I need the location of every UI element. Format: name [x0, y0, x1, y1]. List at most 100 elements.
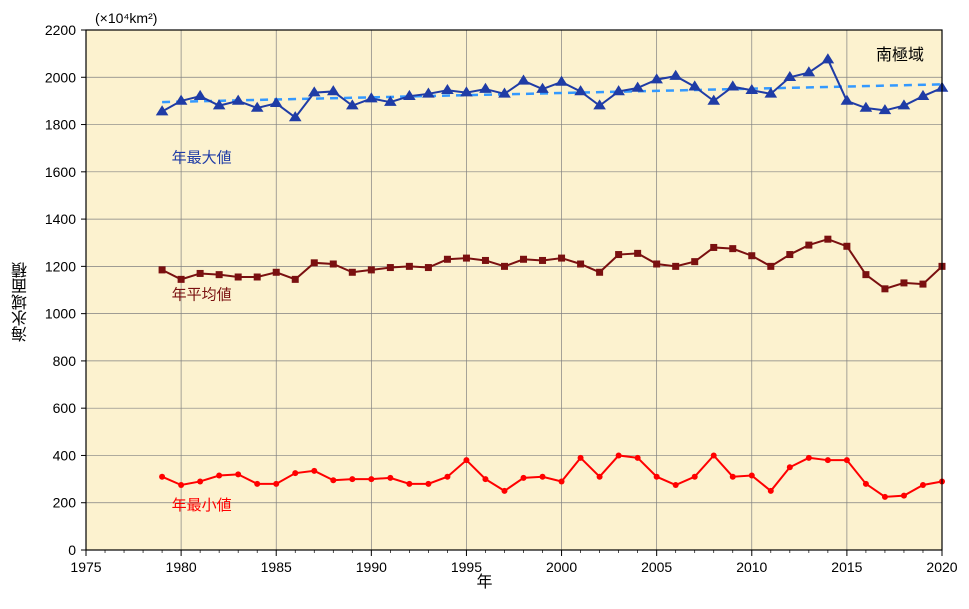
series-min-marker [425, 481, 431, 487]
y-axis-title: 海氷域面積 [10, 262, 34, 342]
series-avg-marker [292, 276, 299, 283]
series-min-marker [787, 464, 793, 470]
y-tick-label: 600 [53, 400, 77, 416]
series-min-marker [540, 474, 546, 480]
series-avg-marker [520, 256, 527, 263]
series-avg-marker [881, 285, 888, 292]
series-avg-marker [653, 261, 660, 268]
series-min-marker [463, 457, 469, 463]
series-min-marker [178, 482, 184, 488]
series-avg-marker [311, 259, 318, 266]
chart-svg: 0200400600800100012001400160018002000220… [0, 0, 969, 604]
series-avg-marker [406, 263, 413, 270]
series-min-marker [882, 494, 888, 500]
series-avg-label: 年平均値 [172, 286, 232, 303]
series-min-marker [368, 476, 374, 482]
series-avg-marker [634, 250, 641, 257]
x-tick-label: 1975 [70, 559, 101, 575]
series-max-label: 年最大値 [172, 149, 232, 166]
series-avg-marker [482, 257, 489, 264]
series-avg-marker [539, 257, 546, 264]
series-avg-marker [824, 236, 831, 243]
series-avg-marker [178, 276, 185, 283]
series-min-marker [330, 477, 336, 483]
y-tick-label: 1000 [45, 306, 76, 322]
series-min-label: 年最小値 [172, 497, 232, 514]
series-avg-marker [330, 261, 337, 268]
series-min-marker [216, 473, 222, 479]
series-avg-marker [349, 269, 356, 276]
series-avg-marker [463, 255, 470, 262]
series-min-marker [635, 455, 641, 461]
y-tick-label: 2000 [45, 69, 76, 85]
unit-label: (×10⁴km²) [95, 10, 157, 26]
series-avg-marker [501, 263, 508, 270]
series-min-marker [406, 481, 412, 487]
x-axis-title: 年 [476, 568, 492, 592]
series-min-marker [844, 457, 850, 463]
series-min-marker [768, 488, 774, 494]
series-avg-marker [786, 251, 793, 258]
series-min-marker [730, 474, 736, 480]
y-tick-label: 1600 [45, 164, 76, 180]
series-min-marker [901, 493, 907, 499]
series-avg-marker [729, 245, 736, 252]
chart-container: 0200400600800100012001400160018002000220… [0, 0, 969, 604]
series-avg-marker [368, 266, 375, 273]
series-min-marker [654, 474, 660, 480]
series-avg-marker [387, 264, 394, 271]
x-tick-label: 2020 [926, 559, 957, 575]
series-min-marker [825, 457, 831, 463]
x-tick-label: 1985 [261, 559, 292, 575]
series-min-marker [920, 482, 926, 488]
series-avg-marker [558, 255, 565, 262]
series-min-marker [578, 455, 584, 461]
series-avg-marker [748, 252, 755, 259]
series-avg-marker [273, 269, 280, 276]
series-avg-marker [691, 258, 698, 265]
series-avg-marker [615, 251, 622, 258]
series-avg-marker [235, 274, 242, 281]
series-avg-marker [577, 261, 584, 268]
region-label: 南極域 [876, 46, 924, 64]
x-tick-label: 1980 [166, 559, 197, 575]
series-min-marker [349, 476, 355, 482]
series-min-marker [559, 478, 565, 484]
y-tick-label: 800 [53, 353, 77, 369]
y-tick-label: 0 [68, 542, 76, 558]
series-min-marker [235, 471, 241, 477]
y-tick-label: 200 [53, 495, 77, 511]
series-min-marker [501, 488, 507, 494]
series-min-marker [616, 452, 622, 458]
series-min-marker [597, 474, 603, 480]
series-min-marker [197, 478, 203, 484]
series-avg-marker [159, 266, 166, 273]
series-min-marker [273, 481, 279, 487]
series-min-marker [673, 482, 679, 488]
y-tick-label: 1400 [45, 211, 76, 227]
y-tick-label: 2200 [45, 22, 76, 38]
x-tick-label: 2015 [831, 559, 862, 575]
series-min-marker [692, 474, 698, 480]
x-tick-label: 1990 [356, 559, 387, 575]
series-min-marker [482, 476, 488, 482]
series-avg-marker [596, 269, 603, 276]
x-tick-label: 2010 [736, 559, 767, 575]
series-avg-marker [444, 256, 451, 263]
series-avg-marker [254, 274, 261, 281]
x-tick-label: 2005 [641, 559, 672, 575]
series-avg-marker [216, 271, 223, 278]
series-avg-marker [767, 263, 774, 270]
series-avg-marker [425, 264, 432, 271]
series-avg-marker [919, 281, 926, 288]
series-avg-marker [862, 271, 869, 278]
x-tick-label: 2000 [546, 559, 577, 575]
series-avg-marker [672, 263, 679, 270]
series-avg-marker [710, 244, 717, 251]
series-min-marker [254, 481, 260, 487]
series-min-marker [387, 475, 393, 481]
y-tick-label: 1800 [45, 117, 76, 133]
series-avg-marker [805, 242, 812, 249]
series-min-marker [863, 481, 869, 487]
series-avg-marker [197, 270, 204, 277]
